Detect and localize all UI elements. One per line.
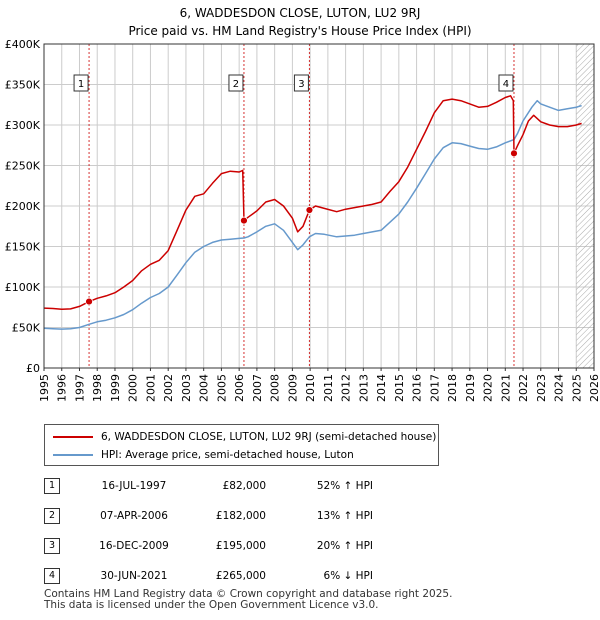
x-tick-label: 2026 — [588, 374, 600, 402]
sale-label-frame — [228, 74, 244, 92]
y-tick-label: £0 — [26, 362, 40, 375]
chart-legend: 6, WADDESDON CLOSE, LUTON, LU2 9RJ (semi… — [44, 424, 439, 466]
sale-label-box: 1 — [73, 74, 89, 92]
sale-label-text: 2 — [233, 79, 239, 90]
sale-price: £82,000 — [222, 480, 266, 492]
x-tick-label: 2022 — [517, 374, 530, 402]
sale-price: £265,000 — [215, 570, 266, 582]
sale-point — [240, 216, 248, 225]
y-tick-label: £350K — [5, 79, 41, 92]
plot-frame — [43, 43, 595, 369]
x-tick-label: 2013 — [357, 374, 370, 402]
sale-label-text: 3 — [298, 79, 304, 90]
table-row: 2 07-APR-2006 £182,000 13% ↑ HPI — [44, 508, 444, 528]
x-tick-label: 1999 — [109, 374, 122, 402]
table-row: 3 16-DEC-2009 £195,000 20% ↑ HPI — [44, 538, 444, 558]
hpi-line — [43, 99, 582, 330]
sale-date: 30-JUN-2021 — [100, 570, 168, 582]
y-tick-label: £400K — [5, 38, 41, 51]
sale-hpi-change: 6% ↓ HPI — [323, 570, 373, 582]
sale-label-text: 1 — [78, 79, 84, 90]
y-tick-label: £50K — [12, 322, 41, 335]
sale-label-frame — [293, 74, 309, 92]
sale-label-frame — [73, 74, 89, 92]
future-hatched-region — [576, 44, 594, 368]
x-tick-label: 2009 — [286, 374, 299, 402]
sale-date: 16-JUL-1997 — [101, 480, 167, 492]
chart-title: 6, WADDESDON CLOSE, LUTON, LU2 9RJ — [179, 6, 421, 20]
x-tick-label: 2008 — [269, 374, 282, 402]
x-tick-label: 2001 — [144, 374, 157, 402]
x-tick-label: 2010 — [304, 374, 317, 402]
x-tick-label: 2003 — [180, 374, 193, 402]
x-tick-label: 2015 — [393, 374, 406, 402]
table-row: 4 30-JUN-2021 £265,000 6% ↓ HPI — [44, 568, 444, 588]
sale-label-box: 4 — [498, 74, 514, 92]
y-tick-label: £100K — [5, 281, 41, 294]
sale-number-badge: 1 — [44, 478, 60, 494]
y-tick-label: £250K — [5, 160, 41, 173]
sale-number-badge: 2 — [44, 508, 60, 524]
sale-price: £195,000 — [215, 540, 266, 552]
table-row: 1 16-JUL-1997 £82,000 52% ↑ HPI — [44, 478, 444, 498]
sale-point — [510, 149, 518, 158]
legend-swatch-hpi — [53, 454, 93, 456]
x-tick-label: 2014 — [375, 374, 388, 402]
y-tick-label: £300K — [5, 119, 41, 132]
y-tick-label: £150K — [5, 241, 41, 254]
sale-date: 16-DEC-2009 — [99, 540, 169, 552]
chart-subtitle: Price paid vs. HM Land Registry's House … — [128, 24, 472, 38]
x-tick-label: 2012 — [340, 374, 353, 402]
x-tick-label: 2004 — [198, 374, 211, 402]
sale-label-box: 2 — [228, 74, 244, 92]
sale-hpi-change: 52% ↑ HPI — [316, 480, 373, 492]
x-tick-label: 2016 — [411, 374, 424, 402]
x-tick-label: 2006 — [233, 374, 246, 402]
sale-number-badge: 3 — [44, 538, 60, 554]
sale-date: 07-APR-2006 — [100, 510, 168, 522]
x-tick-label: 2000 — [127, 374, 140, 402]
x-tick-label: 2018 — [446, 374, 459, 402]
sale-point — [85, 297, 93, 306]
footer-line-copyright: Contains HM Land Registry data © Crown c… — [44, 588, 453, 600]
x-tick-label: 2002 — [162, 374, 175, 402]
sale-hpi-change: 13% ↑ HPI — [316, 510, 373, 522]
x-tick-label: 1996 — [56, 374, 69, 402]
sale-point — [305, 206, 314, 214]
sale-price: £182,000 — [215, 510, 266, 522]
x-tick-label: 2023 — [535, 374, 548, 402]
legend-swatch-price — [53, 436, 93, 438]
sale-hpi-change: 20% ↑ HPI — [316, 540, 373, 552]
legend-label-price: 6, WADDESDON CLOSE, LUTON, LU2 9RJ (semi… — [101, 431, 437, 443]
x-tick-label: 2025 — [570, 374, 583, 402]
x-tick-label: 2020 — [482, 374, 495, 402]
y-tick-label: £200K — [5, 200, 41, 213]
x-tick-label: 1998 — [91, 374, 104, 402]
x-tick-label: 2011 — [322, 374, 335, 402]
x-tick-label: 2005 — [215, 374, 228, 402]
sale-label-box: 3 — [293, 74, 309, 92]
x-tick-label: 2019 — [464, 374, 477, 402]
x-tick-label: 2024 — [553, 374, 566, 402]
x-tick-label: 2021 — [499, 374, 512, 402]
sale-number-badge: 4 — [44, 568, 60, 584]
footer-line-licence: This data is licensed under the Open Gov… — [44, 599, 379, 611]
x-tick-label: 1995 — [38, 374, 51, 402]
x-tick-label: 2007 — [251, 374, 264, 402]
sale-label-frame — [498, 74, 514, 92]
x-tick-label: 1997 — [73, 374, 86, 402]
legend-label-hpi: HPI: Average price, semi-detached house,… — [101, 449, 354, 461]
sale-label-text: 4 — [503, 79, 509, 90]
price-chart: 1 2 3 4 £0 £50K £100K £150K £200K £250K £300K £350K… — [5, 38, 600, 402]
x-tick-label: 2017 — [428, 374, 441, 402]
price-paid-line — [43, 95, 582, 311]
attribution-footer: Contains HM Land Registry data © Crown c… — [44, 589, 564, 611]
